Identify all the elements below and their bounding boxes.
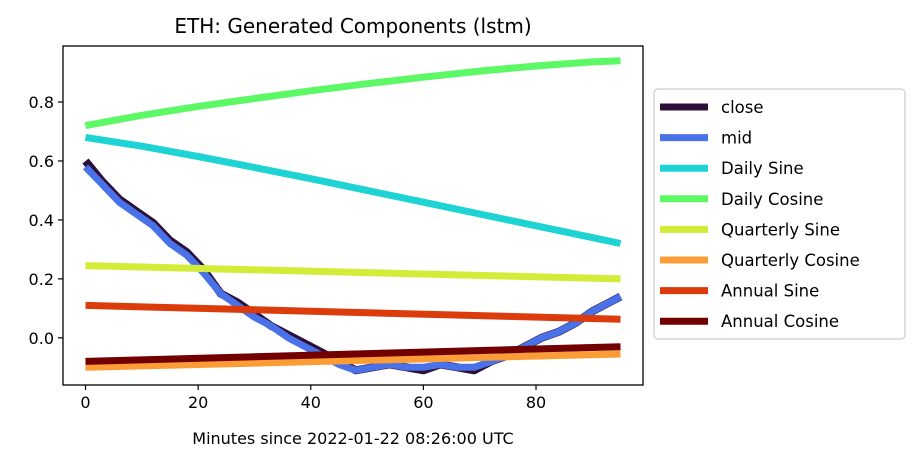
legend-label: Annual Sine [721,282,819,301]
x-axis-label: Minutes since 2022-01-22 08:26:00 UTC [192,429,513,448]
legend-label: Daily Cosine [721,190,823,209]
series-line-mid [82,164,623,374]
plot-frame [62,45,644,386]
series-line-daily-cosine [84,57,621,130]
legend-label: Annual Cosine [721,312,839,331]
x-tick-label: 60 [413,393,433,412]
y-tick-label: 0.6 [29,152,54,171]
y-tick-label: 0.4 [29,211,54,230]
chart-title: ETH: Generated Components (lstm) [174,14,531,38]
x-tick-label: 80 [526,393,546,412]
y-tick-label: 0.0 [29,329,54,348]
y-tick-label: 0.2 [29,270,54,289]
series-line-annual-sine [85,301,621,323]
x-axis-ticks: 0 20 40 60 80 [80,385,546,412]
series-line-annual-cosine [85,343,621,365]
legend-entries: close mid Daily Sine Daily Cosine Quarterly … [660,98,860,331]
x-tick-label: 20 [188,393,208,412]
legend: close mid Daily Sine Daily Cosine Quarterly … [653,88,906,340]
x-tick-label: 0 [80,393,90,412]
plot-lines [82,57,623,375]
series-line-quarterly-sine [85,262,621,283]
series-line-quarterly-cosine [85,350,621,371]
legend-label: Quarterly Sine [721,220,840,239]
y-axis-ticks: 0.0 0.2 0.4 0.6 0.8 [29,93,63,348]
legend-box [653,88,906,340]
legend-label: mid [721,129,752,148]
x-tick-label: 40 [301,393,321,412]
legend-label: close [721,98,764,117]
series-line-daily-sine [84,133,622,247]
legend-label: Quarterly Cosine [721,251,860,270]
legend-label: Daily Sine [721,159,804,178]
y-tick-label: 0.8 [29,93,54,112]
